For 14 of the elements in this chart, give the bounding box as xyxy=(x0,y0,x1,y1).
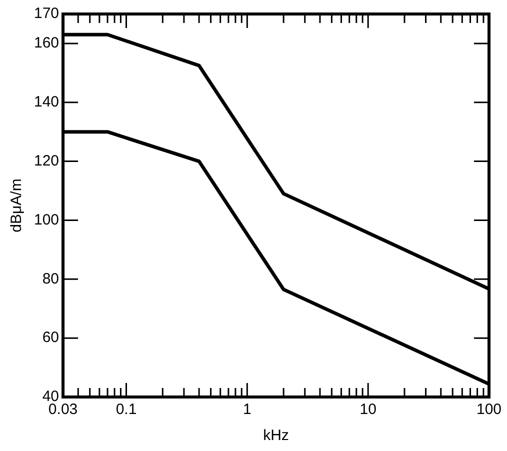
x-tick-label: 10 xyxy=(360,401,376,418)
y-tick-label: 60 xyxy=(42,329,60,346)
x-tick-label: 0.1 xyxy=(116,401,137,418)
x-tick-label: 1 xyxy=(242,401,252,418)
y-tick-label: 160 xyxy=(34,34,60,52)
y-tick-label: 80 xyxy=(42,270,60,288)
x-tick-label: 0.03 xyxy=(48,401,78,418)
x-axis-title: kHz xyxy=(263,427,289,444)
x-tick-label: 100 xyxy=(476,401,502,418)
y-tick-label: 140 xyxy=(34,94,60,111)
y-tick-label: 120 xyxy=(34,152,60,170)
y-axis-title: dBμA/m xyxy=(8,178,26,232)
y-tick-label: 100 xyxy=(34,211,60,228)
y-tick-label: 170 xyxy=(34,5,60,22)
